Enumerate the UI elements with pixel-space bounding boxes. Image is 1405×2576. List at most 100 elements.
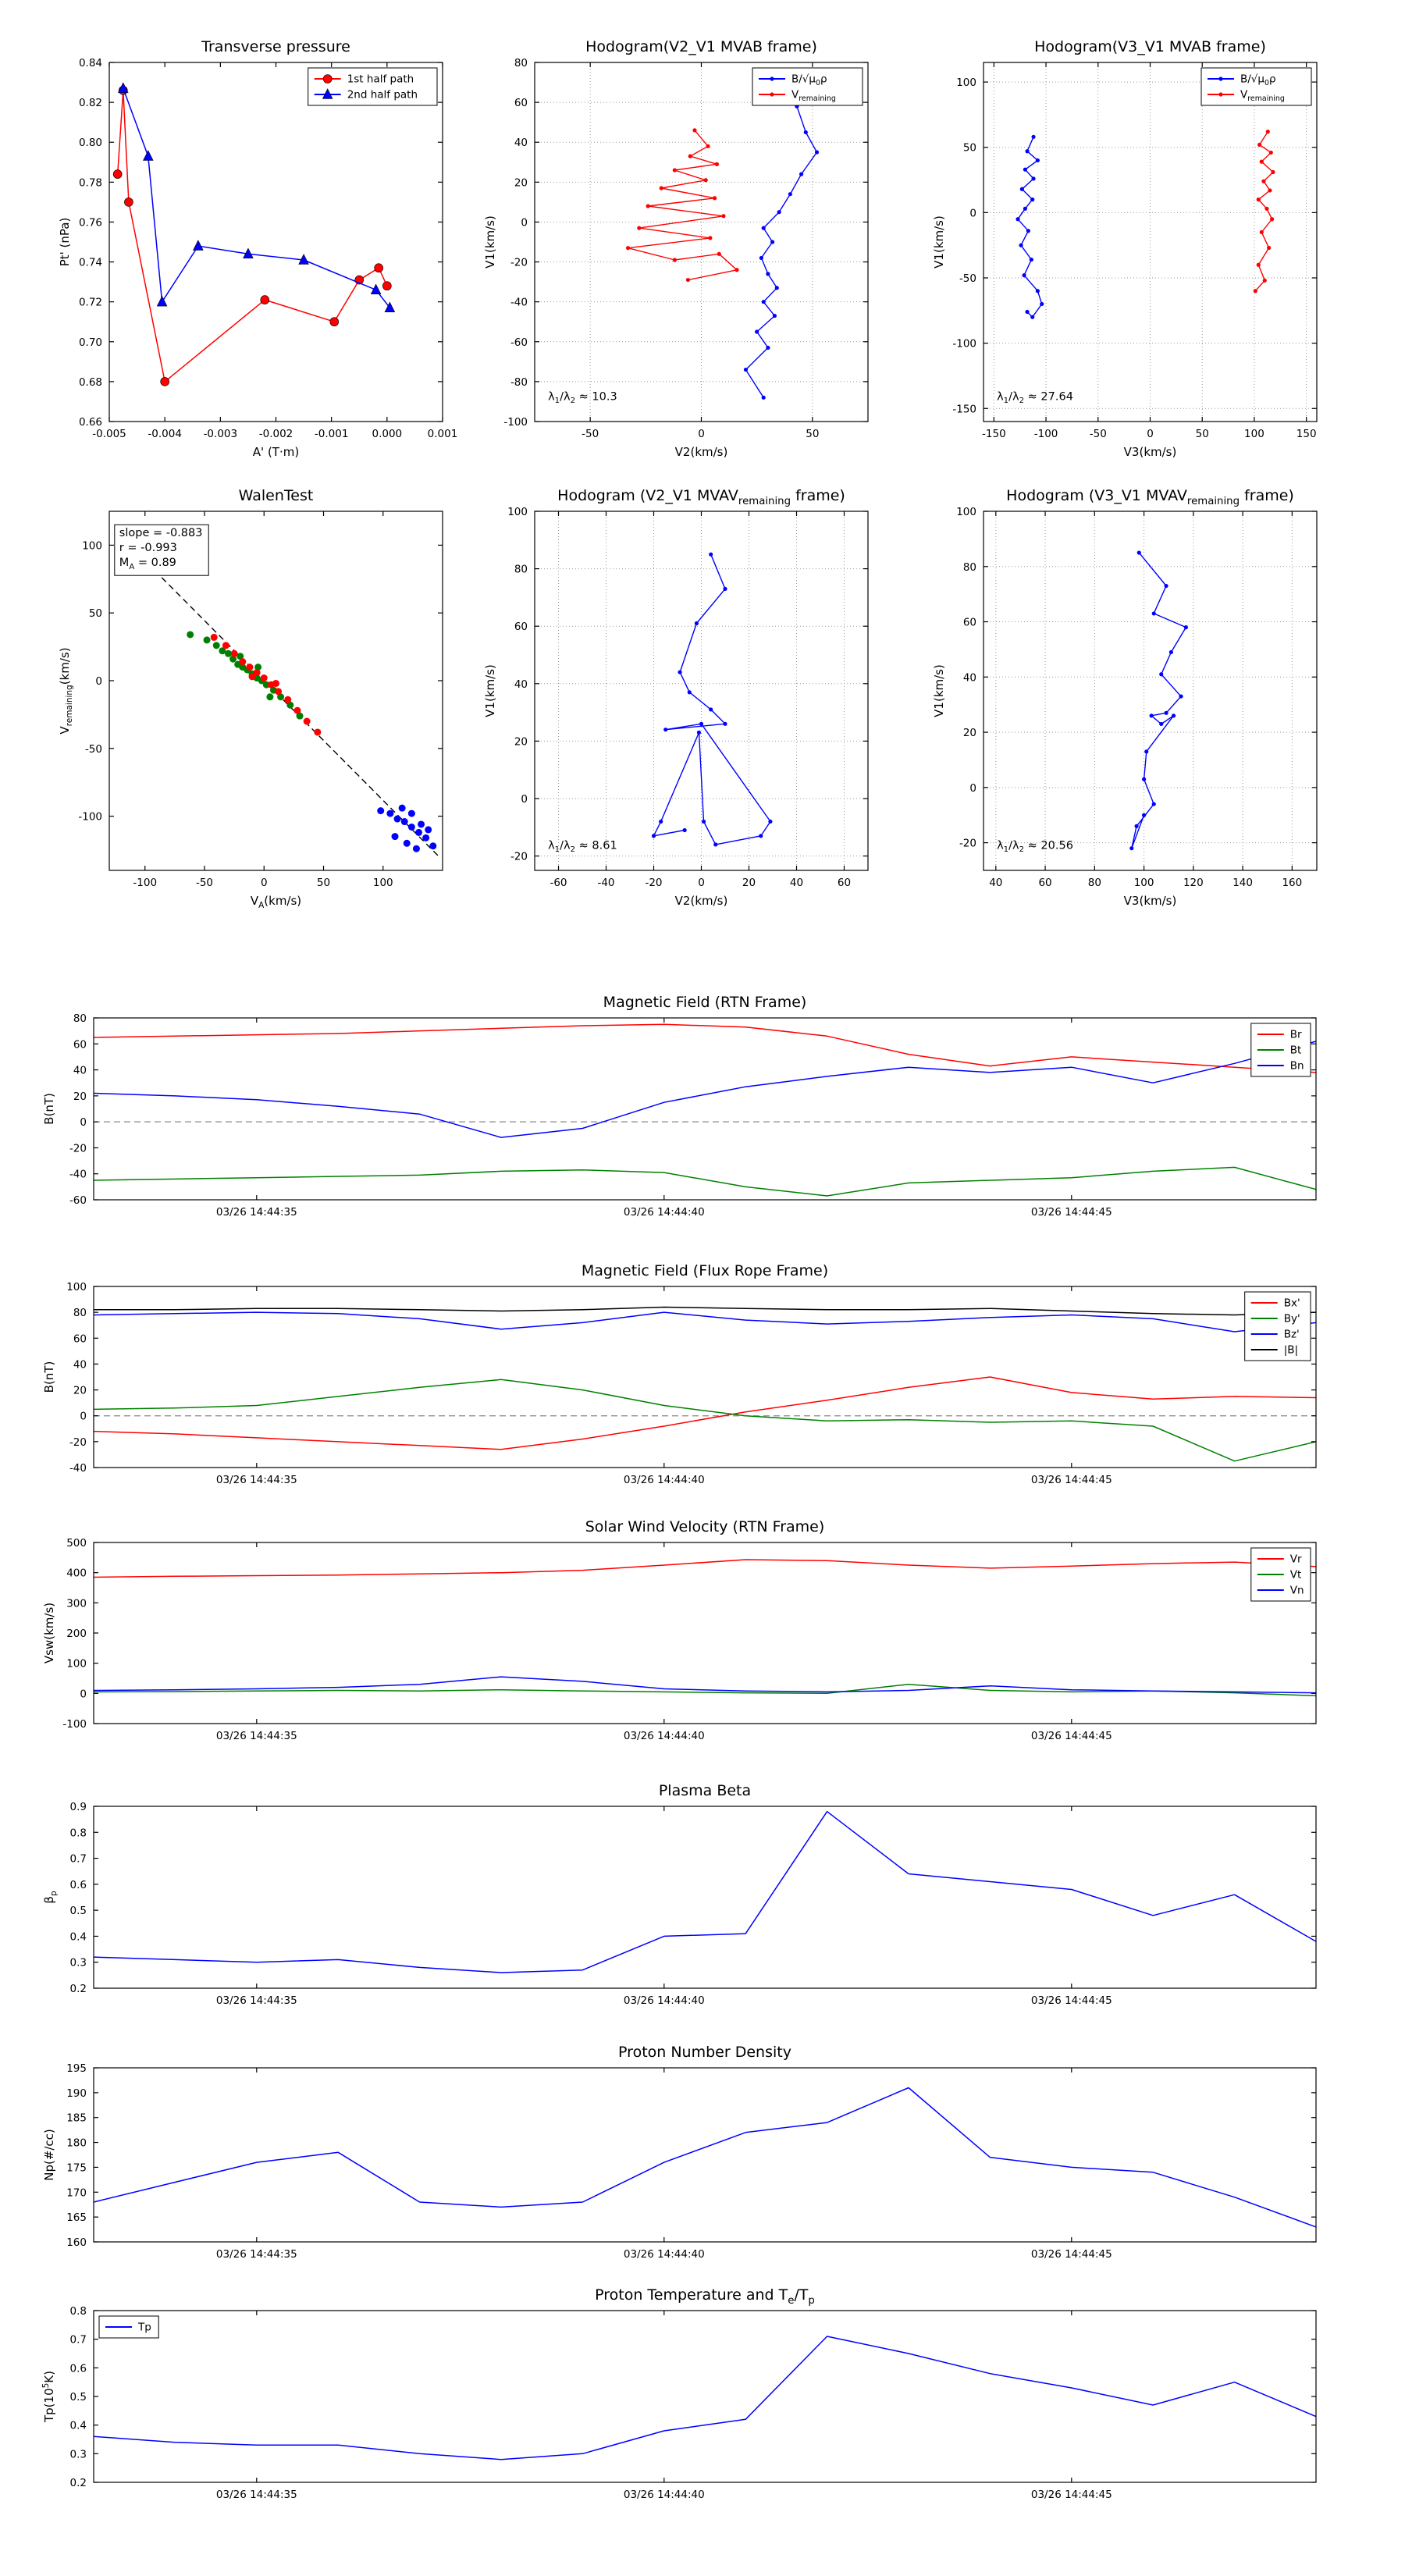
marker xyxy=(1262,278,1267,283)
hodogram-v2v1-mvab-svg: -50 0 50 -100 -80 -60 -40 -20 0 20 40 60 80 Hodogram(… xyxy=(483,38,869,459)
y-tick-label: 170 xyxy=(66,2186,87,2199)
chart-title: Transverse pressure xyxy=(201,38,350,55)
marker xyxy=(118,82,129,93)
marker xyxy=(384,301,396,313)
magnetic-field-rtn-svg: 03/26 14:44:35 03/26 14:44:40 03/26 14:44:… xyxy=(42,994,1317,1219)
y-tick-label: 0.6 xyxy=(70,2362,87,2375)
annotation: λ1/λ2 ≈ 8.61 xyxy=(548,839,617,854)
marker xyxy=(672,258,677,262)
marker xyxy=(1256,262,1261,267)
x-tick-label: -0.001 xyxy=(315,428,349,440)
marker xyxy=(770,76,774,81)
x-tick-label: 150 xyxy=(1297,428,1317,440)
marker xyxy=(112,169,123,179)
marker xyxy=(243,247,254,259)
marker xyxy=(637,226,642,230)
marker xyxy=(761,300,766,304)
y-tick-label: -40 xyxy=(69,1462,87,1475)
y-tick-label: 0.7 xyxy=(70,2334,87,2347)
series-Bn xyxy=(93,1041,1317,1138)
y-tick-label: -100 xyxy=(78,811,102,824)
x-tick-label: 03/26 14:44:45 xyxy=(1031,1994,1112,2007)
marker xyxy=(425,826,432,834)
series-hodogram-v3v1-mvav-0 xyxy=(1129,550,1188,851)
axes-frame xyxy=(93,1286,1317,1468)
ticks: -150 -100 -50 0 50 100 150 -150 -100 -50 0 50 100 xyxy=(952,62,1317,440)
marker xyxy=(688,154,692,158)
svg-text:λ1/λ2 ≈ 10.3: λ1/λ2 ≈ 10.3 xyxy=(548,390,617,405)
marker xyxy=(391,833,399,841)
y-tick-label: 160 xyxy=(66,2236,87,2249)
chart-hodogram-v2v1-mvab: -50 0 50 -100 -80 -60 -40 -20 0 20 40 60 80 Hodogram(… xyxy=(472,27,882,464)
x-tick-label: 03/26 14:44:45 xyxy=(1031,1206,1112,1219)
y-tick-label: 0.7 xyxy=(70,1853,87,1866)
marker xyxy=(222,642,229,649)
marker xyxy=(143,150,154,161)
x-tick-label: 0 xyxy=(698,428,705,440)
x-tick-label: -60 xyxy=(550,877,567,889)
chart-title: WalenTest xyxy=(239,487,314,504)
marker xyxy=(1026,229,1030,233)
legend: Vr Vt Vn xyxy=(1250,1547,1311,1602)
y-tick-label: 40 xyxy=(73,1065,87,1077)
marker xyxy=(646,204,650,208)
series-plasma-beta-0 xyxy=(93,1810,1317,1973)
y-tick-label: -60 xyxy=(510,336,528,349)
y-tick-label: 0.2 xyxy=(70,1983,87,1995)
x-tick-label: 03/26 14:44:45 xyxy=(1031,1474,1112,1486)
y-tick-label: 0.5 xyxy=(70,1905,87,1917)
proton-temperature-svg: 03/26 14:44:35 03/26 14:44:40 03/26 14:44:… xyxy=(41,2286,1317,2501)
marker xyxy=(735,268,739,272)
y-tick-label: -80 xyxy=(510,376,528,389)
marker xyxy=(759,255,763,261)
solar-wind-velocity-svg: 03/26 14:44:35 03/26 14:44:40 03/26 14:44:… xyxy=(42,1518,1317,1742)
series-proton-number-density-0 xyxy=(93,2087,1317,2228)
marker xyxy=(672,168,677,173)
marker xyxy=(1031,134,1036,139)
y-tick-label: -50 xyxy=(85,743,102,756)
y-tick-label: -100 xyxy=(503,416,528,429)
x-tick-label: 03/26 14:44:40 xyxy=(624,1730,705,1742)
magnetic-field-flux-rope-svg: 03/26 14:44:35 03/26 14:44:40 03/26 14:44:… xyxy=(42,1262,1317,1486)
chart-transverse-pressure: -0.005 -0.004 -0.003 -0.002 -0.001 0.000 0.001… xyxy=(47,27,457,464)
x-tick-label: 03/26 14:44:35 xyxy=(216,2248,297,2261)
marker xyxy=(703,178,708,183)
x-tick-label: 03/26 14:44:40 xyxy=(624,1474,705,1486)
chart-magnetic-field-flux-rope: 03/26 14:44:35 03/26 14:44:40 03/26 14:44:… xyxy=(35,1255,1333,1503)
series-B/√μ0ρ xyxy=(1016,134,1044,319)
x-tick-label: 160 xyxy=(1282,877,1302,889)
y-tick-label: 0.4 xyxy=(70,1930,87,1943)
marker xyxy=(777,210,781,215)
annotation: slope = -0.883 r = -0.993 MA = 0.89 xyxy=(114,524,209,576)
marker xyxy=(377,807,385,815)
marker xyxy=(1159,721,1164,727)
marker xyxy=(1159,672,1164,677)
marker xyxy=(1267,245,1272,251)
x-tick-label: -50 xyxy=(582,428,599,440)
y-tick-label: -100 xyxy=(62,1718,87,1731)
marker xyxy=(743,367,749,372)
y-tick-label: 0.6 xyxy=(70,1879,87,1891)
chart-plasma-beta: 03/26 14:44:35 03/26 14:44:40 03/26 14:44:… xyxy=(35,1775,1333,2023)
y-tick-label: 80 xyxy=(514,57,528,69)
ticks: -0.005 -0.004 -0.003 -0.002 -0.001 0.000 0.001… xyxy=(79,57,457,440)
y-tick-label: 100 xyxy=(82,539,102,552)
series-|B| xyxy=(94,1306,1317,1316)
marker xyxy=(1257,142,1262,147)
marker xyxy=(1256,197,1261,202)
marker xyxy=(1259,159,1264,164)
marker xyxy=(709,552,713,557)
marker xyxy=(659,819,663,824)
marker xyxy=(1164,710,1168,715)
marker xyxy=(1271,169,1275,175)
y-tick-label: 0.70 xyxy=(79,336,102,349)
legend: Br Bt Bn xyxy=(1250,1023,1311,1077)
marker xyxy=(696,730,702,735)
axes-frame xyxy=(534,511,869,871)
marker xyxy=(1031,176,1036,181)
y-tick-label: -100 xyxy=(952,338,976,350)
series-Vt xyxy=(93,1683,1317,1697)
marker xyxy=(766,272,770,276)
transverse-pressure-svg: -0.005 -0.004 -0.003 -0.002 -0.001 0.000 0.001… xyxy=(58,38,457,459)
x-axis-label: VA(km/s) xyxy=(251,894,301,910)
